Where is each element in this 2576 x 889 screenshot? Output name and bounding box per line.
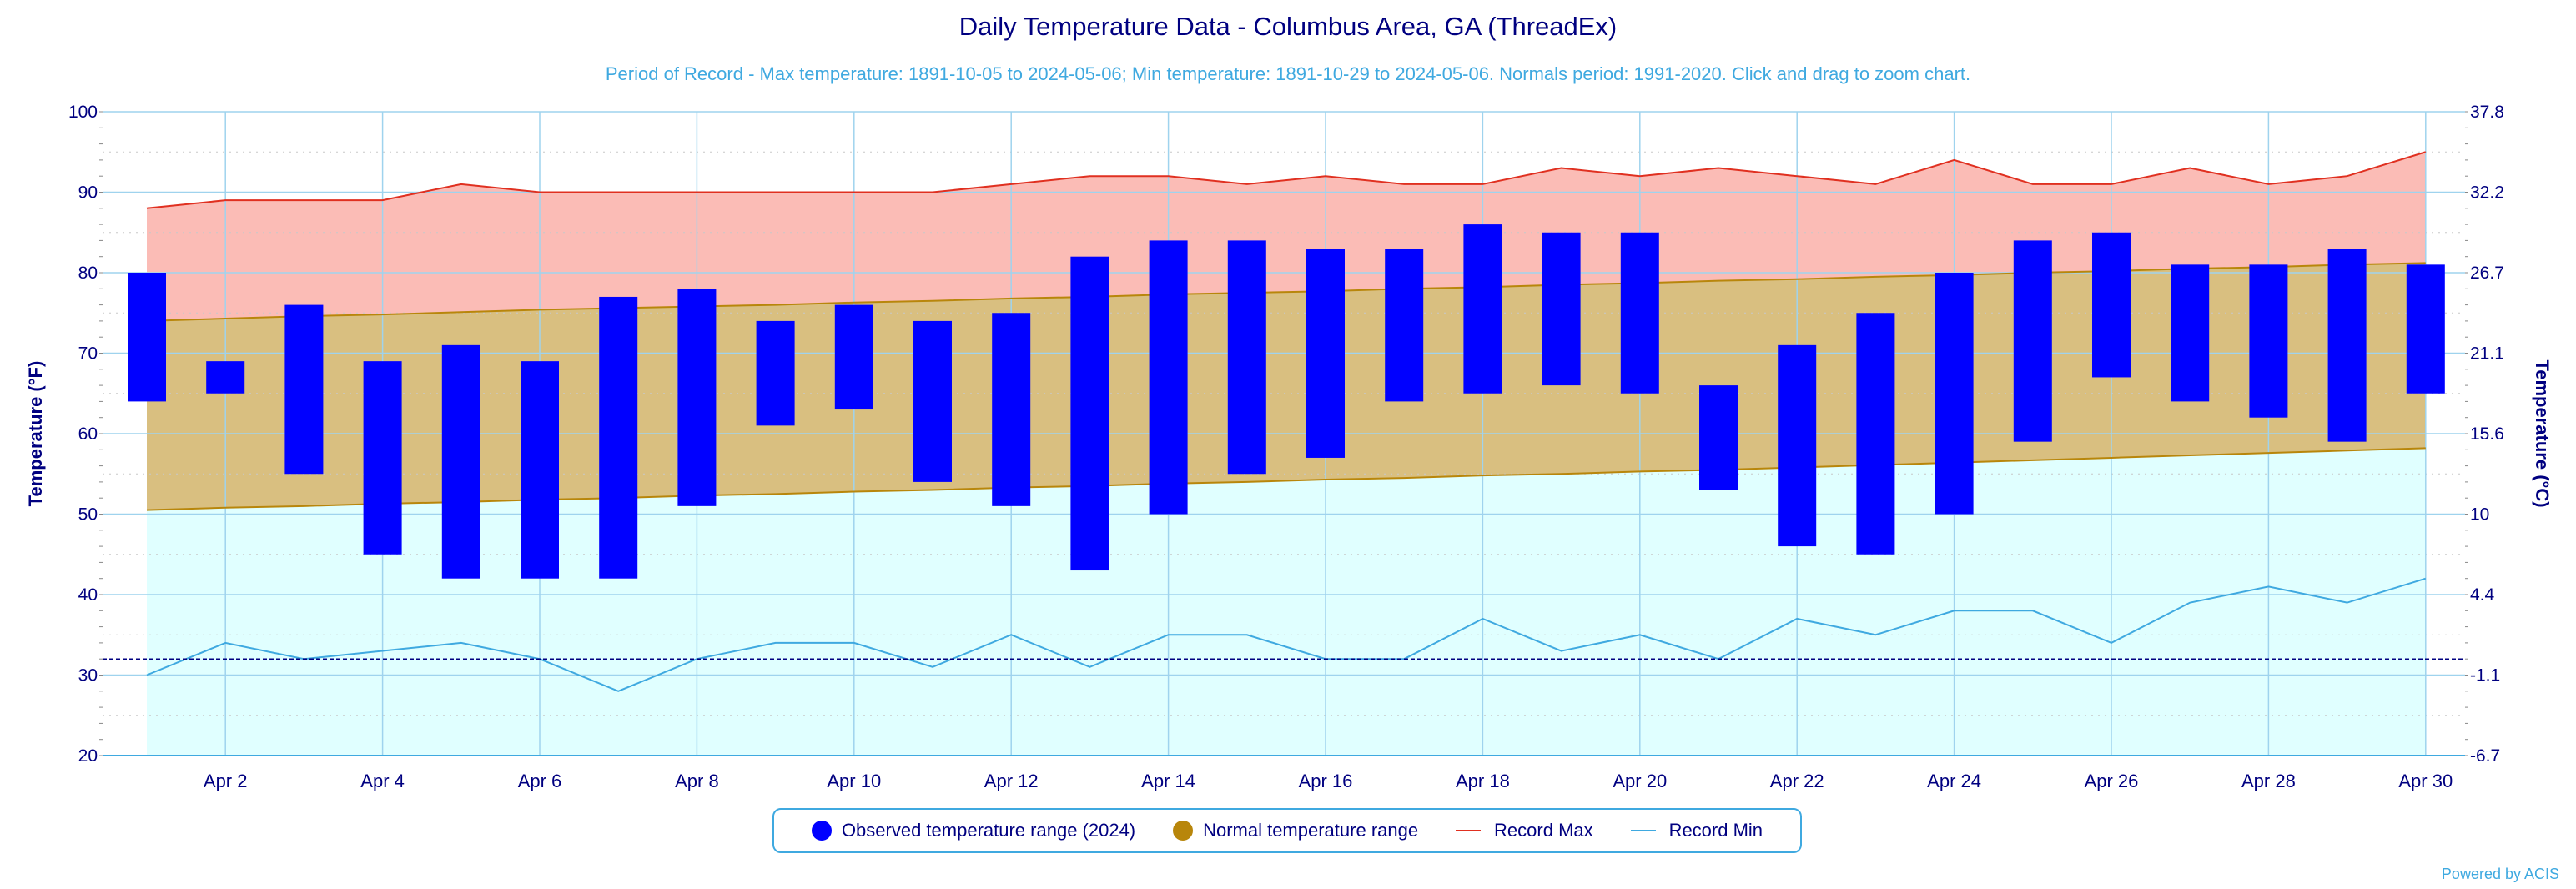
observed-range-bar (1227, 240, 1266, 475)
observed-range-bar (1385, 249, 1424, 402)
x-tick-label: Apr 6 (518, 771, 562, 791)
legend-label-record-max: Record Max (1494, 820, 1593, 841)
normal-swatch-icon (1173, 821, 1194, 841)
x-tick-label: Apr 28 (2241, 771, 2296, 791)
x-tick-label: Apr 2 (204, 771, 248, 791)
below-normal-band (147, 448, 2426, 756)
legend-item-normal[interactable]: Normal temperature range (1173, 820, 1418, 841)
y-tick-label: 50 (78, 505, 98, 525)
observed-range-bar (1778, 344, 1817, 547)
observed-range-bar (1699, 385, 1738, 490)
observed-range-bar (677, 289, 717, 506)
observed-range-bar (2171, 264, 2210, 402)
x-tick-label: Apr 8 (675, 771, 719, 791)
y2-tick-label: 26.7 (2470, 264, 2504, 283)
observed-range-bar (1935, 273, 1974, 515)
x-tick-label: Apr 12 (984, 771, 1039, 791)
observed-range-bar (1856, 313, 1895, 555)
observed-range-bar (128, 273, 166, 402)
y-tick-label: 30 (78, 666, 98, 686)
x-tick-label: Apr 16 (1299, 771, 1353, 791)
y-tick-label: 70 (78, 344, 98, 364)
observed-range-bar (206, 361, 245, 394)
observed-range-bar (1149, 240, 1188, 515)
x-tick-label: Apr 22 (1770, 771, 1824, 791)
record-max-line (146, 151, 2427, 209)
y2-axis-title: Temperature (°C) (2532, 359, 2553, 507)
legend-label-observed: Observed temperature range (2024) (841, 820, 1136, 841)
y2-tick-label: 21.1 (2470, 344, 2504, 364)
observed-range-bar (2013, 240, 2052, 442)
x-tick-label: Apr 10 (827, 771, 881, 791)
x-tick-label: Apr 30 (2398, 771, 2453, 791)
observed-range-bar (2249, 264, 2288, 418)
observed-range-bar (1620, 232, 1659, 394)
record-min-line-icon (1630, 830, 1656, 831)
legend-item-record-max[interactable]: Record Max (1456, 820, 1593, 841)
x-tick-label: Apr 20 (1613, 771, 1667, 791)
chart-subtitle: Period of Record - Max temperature: 1891… (605, 63, 1971, 84)
observed-range-bar (1070, 256, 1109, 571)
observed-range-bar (756, 320, 795, 426)
y2-tick-label: -6.7 (2470, 746, 2500, 766)
chart-legend: Observed temperature range (2024) Normal… (772, 808, 1802, 853)
observed-range-bar (599, 296, 638, 579)
observed-range-bar (441, 344, 480, 579)
x-tick-label: Apr 24 (1927, 771, 1981, 791)
x-tick-label: Apr 26 (2085, 771, 2139, 791)
legend-label-record-min: Record Min (1668, 820, 1763, 841)
x-tick-label: Apr 4 (360, 771, 405, 791)
record-min-line (146, 577, 2427, 692)
y-tick-label: 20 (78, 746, 98, 766)
observed-range-bar (2406, 264, 2445, 394)
y2-tick-label: 10 (2470, 505, 2489, 525)
normal-range-band (147, 263, 2426, 510)
above-normal-band (147, 152, 2426, 321)
legend-item-record-min[interactable]: Record Min (1630, 820, 1763, 841)
observed-range-bar (913, 320, 952, 482)
observed-range-bar (2092, 232, 2131, 378)
x-tick-label: Apr 14 (1141, 771, 1195, 791)
observed-range-bar (2327, 249, 2367, 442)
observed-range-bar (834, 304, 873, 410)
observed-range-bar (521, 361, 559, 579)
y-tick-label: 90 (78, 183, 98, 203)
y2-tick-label: 15.6 (2470, 424, 2504, 444)
y-tick-label: 100 (68, 103, 98, 122)
observed-range-bar (1463, 224, 1502, 394)
y2-tick-label: 4.4 (2470, 585, 2495, 605)
observed-range-bar (1306, 249, 1345, 458)
observed-range-bar (992, 313, 1031, 506)
y-axis-title: Temperature (°F) (25, 361, 46, 507)
y2-tick-label: 37.8 (2470, 103, 2504, 122)
y-tick-label: 80 (78, 264, 98, 283)
observed-swatch-icon (811, 821, 832, 841)
observed-range-bar (284, 304, 324, 475)
record-max-line-icon (1456, 830, 1482, 831)
y2-tick-label: -1.1 (2470, 666, 2500, 686)
y2-tick-label: 32.2 (2470, 183, 2504, 203)
powered-by-acis-link[interactable]: Powered by ACIS (2441, 866, 2559, 882)
legend-label-normal: Normal temperature range (1203, 820, 1419, 841)
y-tick-label: 40 (78, 585, 98, 605)
x-tick-label: Apr 18 (1456, 771, 1510, 791)
legend-item-observed[interactable]: Observed temperature range (2024) (811, 820, 1136, 841)
chart-title: Daily Temperature Data - Columbus Area, … (958, 12, 1618, 41)
y-tick-label: 60 (78, 424, 98, 444)
observed-range-bar (1542, 232, 1581, 386)
observed-range-bar (363, 361, 402, 555)
